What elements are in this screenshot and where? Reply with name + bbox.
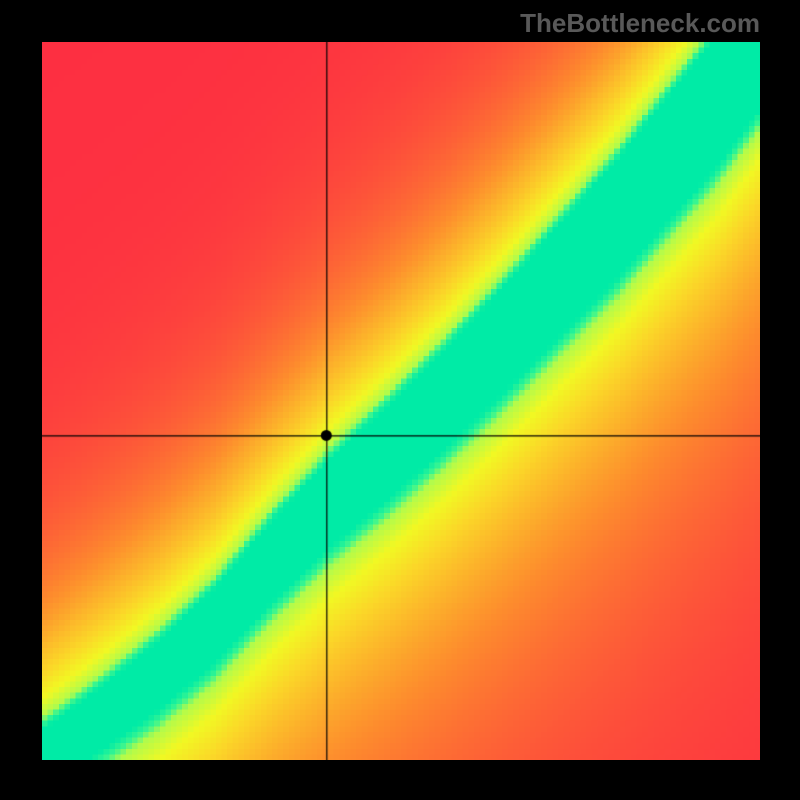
attribution-text: TheBottleneck.com xyxy=(520,8,760,39)
chart-container: TheBottleneck.com xyxy=(0,0,800,800)
overlay-canvas xyxy=(42,42,760,760)
